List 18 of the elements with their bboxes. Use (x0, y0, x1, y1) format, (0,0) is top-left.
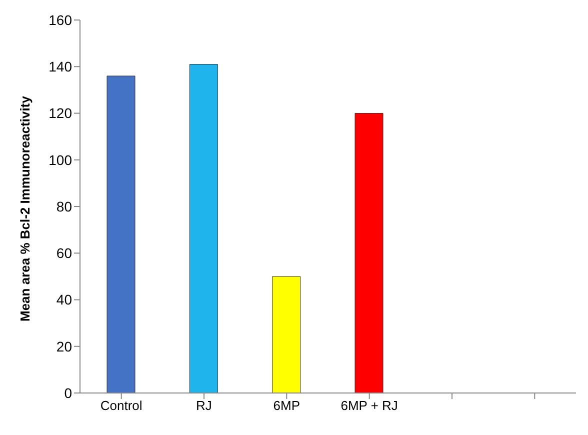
y-tick-label: 20 (56, 338, 72, 354)
bar (272, 276, 301, 393)
y-axis-title: Mean area % Bcl-2 Immunoreactivity (18, 95, 33, 322)
y-tick-label: 100 (48, 152, 72, 168)
x-tick-label: RJ (196, 398, 212, 414)
y-tick-label: 60 (56, 245, 72, 262)
y-tick-label: 0 (64, 384, 72, 401)
y-tick-label: 160 (48, 12, 72, 28)
y-tick-label: 40 (56, 292, 72, 308)
x-tick-label: 6MP + RJ (340, 398, 398, 414)
x-tick-label: Control (100, 398, 142, 414)
y-tick-label: 80 (56, 198, 72, 214)
bar (189, 64, 218, 393)
bar (354, 113, 384, 393)
y-tick-label: 120 (48, 105, 72, 122)
x-tick-label: 6MP (273, 398, 300, 414)
y-tick-label: 140 (48, 58, 72, 75)
bar (106, 76, 136, 393)
